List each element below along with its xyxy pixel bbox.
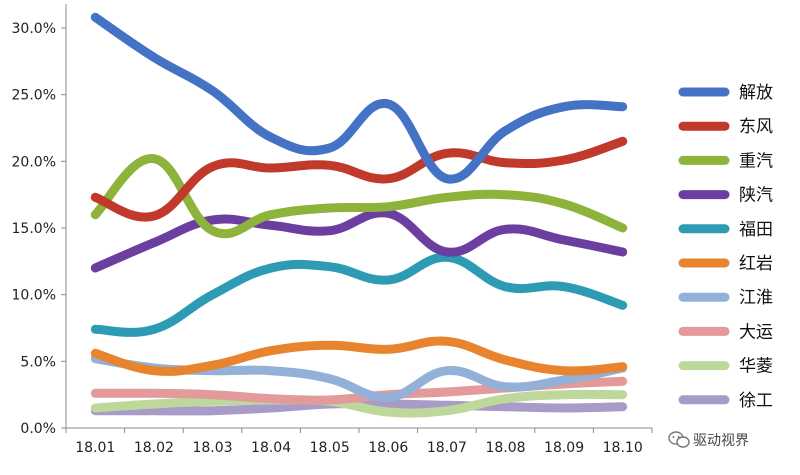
legend-label: 福田 xyxy=(739,220,773,240)
series-layer xyxy=(90,12,628,418)
legend-label: 红岩 xyxy=(739,254,773,274)
x-tick-label: 18.08 xyxy=(485,440,525,456)
x-tick-label: 18.07 xyxy=(427,440,467,456)
wechat-icon xyxy=(668,431,690,448)
watermark-text: 驱动视界 xyxy=(693,433,749,449)
y-tick-label: 25.0% xyxy=(12,88,56,104)
watermark: 驱动视界 xyxy=(668,431,749,449)
legend-label: 解放 xyxy=(739,83,773,103)
series-line-9 xyxy=(90,389,628,418)
legend-label: 东风 xyxy=(739,117,773,137)
y-tick-label: 10.0% xyxy=(12,288,56,304)
series-line-4 xyxy=(90,208,628,273)
x-tick-label: 18.01 xyxy=(75,440,115,456)
y-tick-label: 15.0% xyxy=(12,221,56,237)
y-tick-label: 0.0% xyxy=(20,421,56,437)
x-tick-label: 18.09 xyxy=(544,440,584,456)
x-tick-label: 18.05 xyxy=(310,440,350,456)
x-tick-label: 18.04 xyxy=(251,440,291,456)
series-line-2 xyxy=(90,136,628,222)
x-tick-label: 18.02 xyxy=(134,440,174,456)
x-tick-label: 18.10 xyxy=(603,440,643,456)
legend-label: 华菱 xyxy=(739,357,773,377)
y-tick-label: 5.0% xyxy=(20,354,56,370)
y-tick-label: 20.0% xyxy=(12,154,56,170)
legend-label: 重汽 xyxy=(739,151,773,171)
series-line-5 xyxy=(90,252,628,337)
x-tick-label: 18.03 xyxy=(192,440,232,456)
axes: 0.0% 5.0% 10.0% 15.0% 20.0% 25.0% 30.0% 18.01 18… xyxy=(12,4,653,456)
y-tick-label: 30.0% xyxy=(12,21,56,37)
legend-label: 江淮 xyxy=(739,288,773,308)
series-line-1 xyxy=(90,12,628,184)
series-line-3 xyxy=(90,154,628,239)
legend-label: 徐工 xyxy=(739,391,773,411)
legend-label: 大运 xyxy=(739,322,773,342)
series-line-6 xyxy=(90,336,628,376)
x-tick-label: 18.06 xyxy=(368,440,408,456)
legend-label: 陕汽 xyxy=(739,186,773,206)
